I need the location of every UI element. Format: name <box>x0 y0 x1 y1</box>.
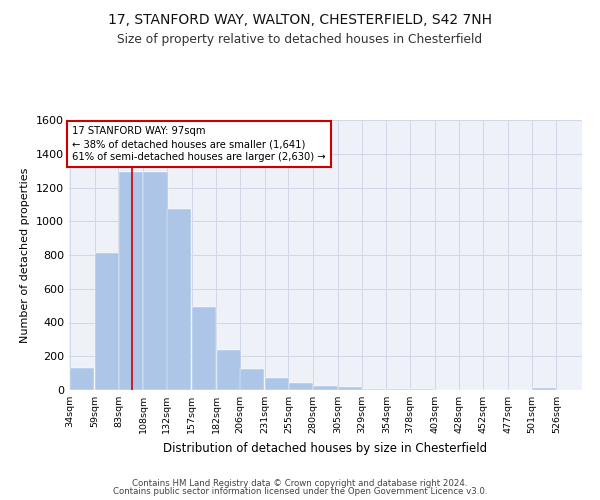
Text: Size of property relative to detached houses in Chesterfield: Size of property relative to detached ho… <box>118 32 482 46</box>
Bar <box>240 369 265 390</box>
Bar <box>313 386 338 390</box>
Bar <box>217 350 241 390</box>
Bar <box>70 368 94 390</box>
Bar <box>143 172 167 390</box>
Bar <box>386 389 411 390</box>
Bar <box>338 388 362 390</box>
Text: 17, STANFORD WAY, WALTON, CHESTERFIELD, S42 7NH: 17, STANFORD WAY, WALTON, CHESTERFIELD, … <box>108 12 492 26</box>
X-axis label: Distribution of detached houses by size in Chesterfield: Distribution of detached houses by size … <box>163 442 488 454</box>
Bar <box>362 388 386 390</box>
Bar <box>289 383 313 390</box>
Text: 17 STANFORD WAY: 97sqm
← 38% of detached houses are smaller (1,641)
61% of semi-: 17 STANFORD WAY: 97sqm ← 38% of detached… <box>72 126 326 162</box>
Bar <box>192 308 216 390</box>
Bar <box>119 172 143 390</box>
Text: Contains public sector information licensed under the Open Government Licence v3: Contains public sector information licen… <box>113 487 487 496</box>
Bar <box>167 210 191 390</box>
Text: Contains HM Land Registry data © Crown copyright and database right 2024.: Contains HM Land Registry data © Crown c… <box>132 478 468 488</box>
Bar <box>532 388 556 390</box>
Bar <box>95 254 119 390</box>
Y-axis label: Number of detached properties: Number of detached properties <box>20 168 31 342</box>
Bar <box>265 378 289 390</box>
